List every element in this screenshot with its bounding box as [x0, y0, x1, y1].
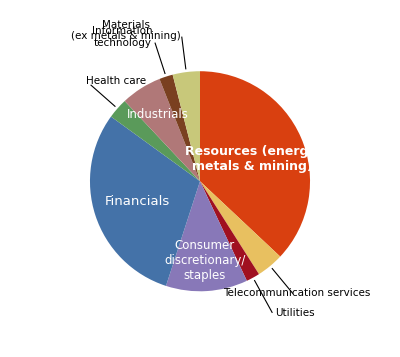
- Text: Resources (energy,
metals & mining): Resources (energy, metals & mining): [185, 145, 320, 172]
- Wedge shape: [160, 75, 200, 181]
- Text: Consumer
discretionary/
staples: Consumer discretionary/ staples: [164, 239, 246, 282]
- Text: Telecommunication services: Telecommunication services: [223, 288, 370, 298]
- Wedge shape: [125, 79, 200, 181]
- Text: Financials: Financials: [104, 195, 170, 208]
- Text: Information
technology: Information technology: [92, 26, 153, 47]
- Text: Utilities: Utilities: [275, 308, 315, 318]
- Wedge shape: [166, 181, 247, 291]
- Wedge shape: [90, 117, 200, 286]
- Wedge shape: [173, 71, 200, 181]
- Wedge shape: [200, 181, 280, 274]
- Wedge shape: [111, 101, 200, 181]
- Text: Health care: Health care: [86, 76, 146, 86]
- Text: Materials
(ex metals & mining): Materials (ex metals & mining): [71, 20, 181, 41]
- Wedge shape: [200, 71, 310, 257]
- Wedge shape: [200, 181, 259, 281]
- Text: Industrials: Industrials: [127, 108, 188, 121]
